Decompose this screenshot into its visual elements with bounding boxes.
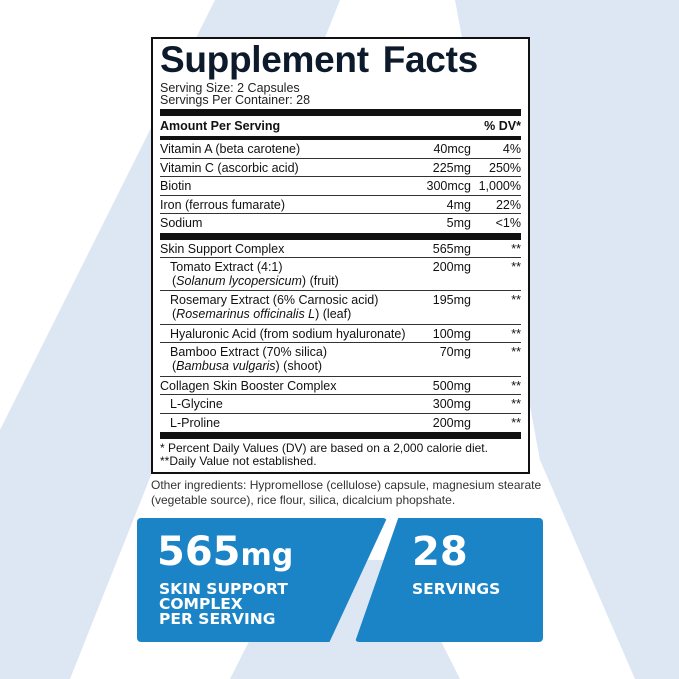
- callout-caption: SKIN SUPPORT COMPLEX PER SERVING: [159, 580, 288, 628]
- nutrient-name: Iron (ferrous fumarate): [160, 197, 286, 212]
- callout-amount: 565mg: [157, 529, 294, 575]
- nutrient-dv: **: [511, 241, 521, 256]
- header-row: Amount Per Serving % DV*: [160, 116, 521, 136]
- divider: [160, 431, 521, 439]
- nutrient-dv: 4%: [502, 142, 521, 156]
- serving-size: Serving Size: 2 Capsules: [160, 81, 300, 95]
- label-title: Supplement Facts: [160, 39, 478, 80]
- nutrient-name: Sodium: [160, 216, 203, 230]
- nutrient-name: L-Proline: [170, 415, 221, 430]
- nutrient-dv: **: [511, 396, 521, 411]
- callout-servings-caption: SERVINGS: [412, 580, 501, 598]
- nutrient-row: Biotin 300mcg 1,000%: [160, 177, 521, 196]
- nutrient-name: Skin Support Complex: [160, 241, 285, 256]
- callout-servings-number: 28: [412, 529, 468, 575]
- nutrient-amount: 225mg: [432, 160, 471, 175]
- nutrient-amount: 4mg: [446, 197, 471, 212]
- nutrient-dv: 22%: [495, 197, 521, 212]
- nutrient-amount: 565mg: [432, 241, 471, 256]
- footnote-dv: * Percent Daily Values (DV) are based on…: [160, 440, 488, 455]
- nutrient-dv: <1%: [495, 216, 521, 230]
- footnote: * Percent Daily Values (DV) are based on…: [160, 439, 521, 468]
- nutrient-name: Bamboo Extract (70% silica) (Bambusa vulg…: [170, 344, 328, 373]
- nutrient-amount: 70mg: [439, 344, 471, 359]
- nutrient-row: Collagen Skin Booster Complex 500mg **: [160, 377, 521, 395]
- nutrient-row: Iron (ferrous fumarate) 4mg 22%: [160, 196, 521, 214]
- nutrient-row: Vitamin C (ascorbic acid) 225mg 250%: [160, 159, 521, 177]
- nutrient-amount: 5mg: [446, 216, 471, 230]
- nutrient-dv: 250%: [489, 160, 521, 175]
- nutrient-dv: 1,000%: [478, 179, 521, 193]
- nutrient-row: Rosemary Extract (6% Carnosic acid) (Rose…: [160, 291, 521, 325]
- nutrient-name: Rosemary Extract (6% Carnosic acid) (Rose…: [170, 292, 379, 321]
- nutrient-row: L-Glycine 300mg **: [160, 395, 521, 414]
- nutrient-amount: 100mg: [432, 326, 471, 341]
- nutrient-dv: **: [511, 292, 521, 307]
- nutrient-name: Vitamin A (beta carotene): [160, 142, 301, 156]
- nutrient-dv: **: [511, 415, 521, 430]
- divider: [160, 136, 521, 140]
- footnote-not-established: **Daily Value not established.: [160, 453, 317, 468]
- nutrient-row: Hyaluronic Acid (from sodium hyaluronate…: [160, 325, 521, 343]
- nutrient-dv: **: [511, 344, 521, 359]
- other-ingredients: Other ingredients: Hypromellose (cellulo…: [151, 478, 542, 507]
- servings-per-container: Servings Per Container: 28: [160, 93, 311, 107]
- nutrient-amount: 300mcg: [426, 179, 471, 193]
- blend-rows: Skin Support Complex 565mg ** Tomato Extrac…: [160, 240, 521, 432]
- nutrient-amount: 500mg: [432, 378, 471, 393]
- divider: [160, 232, 521, 240]
- nutrient-row: Vitamin A (beta carotene) 40mcg 4%: [160, 140, 521, 159]
- amount-per-serving-heading: Amount Per Serving: [160, 119, 281, 133]
- nutrient-row: L-Proline 200mg **: [160, 414, 521, 432]
- nutrient-row: Skin Support Complex 565mg **: [160, 240, 521, 258]
- nutrient-dv: **: [511, 378, 521, 393]
- nutrient-name: Tomato Extract (4:1) (Solanum lycopersicu…: [170, 259, 339, 288]
- divider: [160, 109, 521, 116]
- nutrient-amount: 200mg: [432, 259, 471, 274]
- nutrient-amount: 195mg: [432, 292, 471, 307]
- nutrient-name: Hyaluronic Acid (from sodium hyaluronate…: [170, 326, 406, 341]
- nutrient-row: Bamboo Extract (70% silica) (Bambusa vulg…: [160, 343, 521, 377]
- nutrient-name: Collagen Skin Booster Complex: [160, 378, 337, 393]
- nutrient-dv: **: [511, 259, 521, 274]
- nutrient-row: Tomato Extract (4:1) (Solanum lycopersicu…: [160, 258, 521, 291]
- dv-heading: % DV*: [484, 119, 521, 133]
- nutrient-amount: 200mg: [432, 415, 471, 430]
- vitamin-rows: Vitamin A (beta carotene) 40mcg 4% Vitamin …: [160, 140, 521, 233]
- nutrient-name: Vitamin C (ascorbic acid): [160, 160, 299, 175]
- nutrient-row: Sodium 5mg <1%: [160, 214, 521, 233]
- nutrient-amount: 40mcg: [433, 142, 471, 156]
- supplement-facts-label: Supplement Facts Serving Size: 2 Capsule…: [151, 37, 530, 474]
- nutrient-name: Biotin: [160, 179, 192, 193]
- nutrient-amount: 300mg: [432, 396, 471, 411]
- nutrient-name: L-Glycine: [170, 396, 223, 411]
- nutrient-dv: **: [511, 326, 521, 341]
